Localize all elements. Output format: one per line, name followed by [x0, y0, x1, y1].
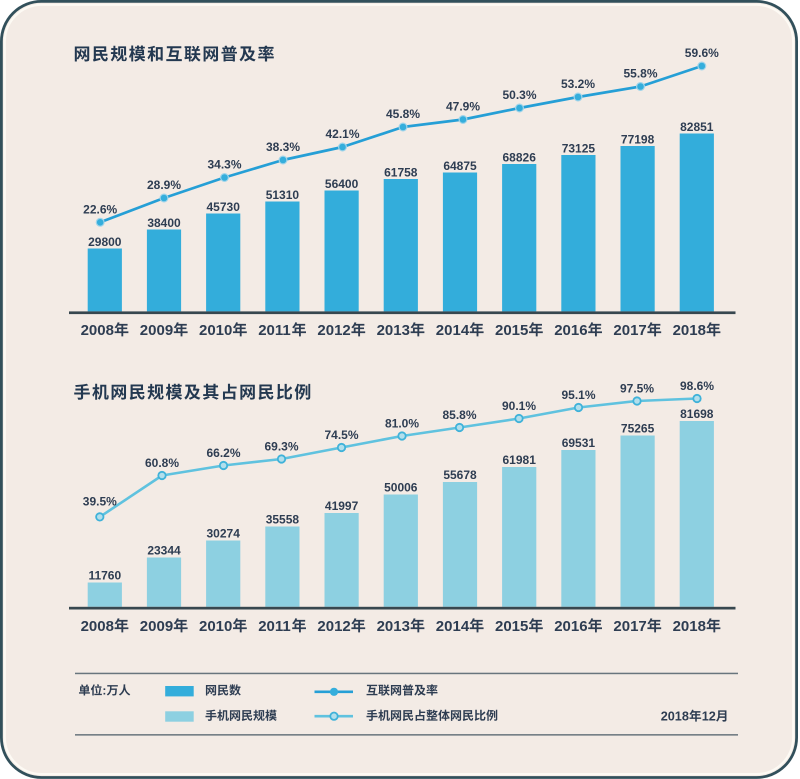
svg-text:2011: 2011: [258, 618, 291, 635]
svg-text:51310: 51310: [266, 188, 300, 202]
svg-text:2017: 2017: [613, 322, 646, 339]
svg-text:61758: 61758: [384, 166, 418, 180]
svg-text:50.3%: 50.3%: [502, 88, 536, 102]
svg-text:45730: 45730: [207, 200, 241, 214]
svg-text:2010: 2010: [199, 322, 232, 339]
svg-text:2015: 2015: [495, 618, 528, 635]
svg-text:2016: 2016: [554, 322, 587, 339]
svg-text:60.8%: 60.8%: [145, 456, 179, 470]
svg-text:50006: 50006: [384, 481, 418, 495]
svg-text:73125: 73125: [562, 142, 596, 156]
svg-text:28.9%: 28.9%: [147, 178, 181, 192]
svg-text:97.5%: 97.5%: [620, 382, 654, 396]
svg-text:81698: 81698: [680, 407, 714, 421]
svg-text:2009: 2009: [140, 618, 173, 635]
svg-text:2009: 2009: [140, 322, 173, 339]
svg-text:56400: 56400: [325, 177, 359, 191]
svg-text:2008: 2008: [81, 618, 114, 635]
svg-text:38.3%: 38.3%: [266, 140, 300, 154]
svg-text:69531: 69531: [562, 436, 596, 450]
svg-text:74.5%: 74.5%: [324, 428, 358, 442]
svg-text:55678: 55678: [443, 468, 477, 482]
svg-text:2010: 2010: [199, 618, 232, 635]
svg-text:11760: 11760: [88, 569, 121, 583]
svg-text:41997: 41997: [325, 499, 359, 513]
svg-text:2011: 2011: [258, 322, 291, 339]
svg-text:98.6%: 98.6%: [680, 379, 714, 393]
svg-text:22.6%: 22.6%: [83, 202, 117, 216]
svg-text:53.2%: 53.2%: [561, 77, 595, 91]
svg-text:2018: 2018: [673, 322, 706, 339]
svg-text:23344: 23344: [147, 544, 181, 558]
svg-text:95.1%: 95.1%: [561, 388, 595, 402]
svg-text:2017: 2017: [613, 618, 646, 635]
svg-text:2018: 2018: [661, 710, 689, 724]
svg-text:2013: 2013: [377, 322, 410, 339]
svg-text:29800: 29800: [88, 235, 122, 249]
svg-text:55.8%: 55.8%: [623, 67, 657, 81]
svg-text:2016: 2016: [554, 618, 587, 635]
svg-text:85.8%: 85.8%: [442, 408, 476, 422]
svg-text:42.1%: 42.1%: [325, 127, 359, 141]
svg-text:59.6%: 59.6%: [685, 46, 719, 60]
svg-text:82851: 82851: [680, 120, 714, 134]
svg-text:61981: 61981: [503, 453, 537, 467]
svg-text:34.3%: 34.3%: [207, 158, 241, 172]
svg-text:90.1%: 90.1%: [502, 399, 536, 413]
svg-text:38400: 38400: [147, 216, 181, 230]
svg-text:2012: 2012: [317, 322, 350, 339]
svg-text:81.0%: 81.0%: [385, 417, 419, 431]
svg-text:12: 12: [702, 710, 716, 724]
svg-text:2018: 2018: [673, 618, 706, 635]
svg-text:2008: 2008: [81, 322, 114, 339]
svg-text:45.8%: 45.8%: [386, 107, 420, 121]
svg-text:2012: 2012: [317, 618, 350, 635]
svg-text:66.2%: 66.2%: [206, 446, 240, 460]
svg-text:75265: 75265: [621, 422, 655, 436]
svg-text:64875: 64875: [443, 159, 477, 173]
svg-text:35558: 35558: [266, 513, 300, 527]
svg-text::: :: [102, 684, 106, 698]
svg-text:47.9%: 47.9%: [446, 100, 480, 114]
svg-text:68826: 68826: [503, 151, 537, 165]
svg-text:2014: 2014: [436, 618, 470, 635]
svg-text:39.5%: 39.5%: [83, 494, 117, 508]
svg-text:30274: 30274: [207, 527, 241, 541]
svg-text:2015: 2015: [495, 322, 528, 339]
svg-text:77198: 77198: [621, 133, 655, 147]
svg-text:2013: 2013: [377, 618, 410, 635]
svg-text:69.3%: 69.3%: [264, 440, 298, 454]
svg-text:2014: 2014: [436, 322, 470, 339]
